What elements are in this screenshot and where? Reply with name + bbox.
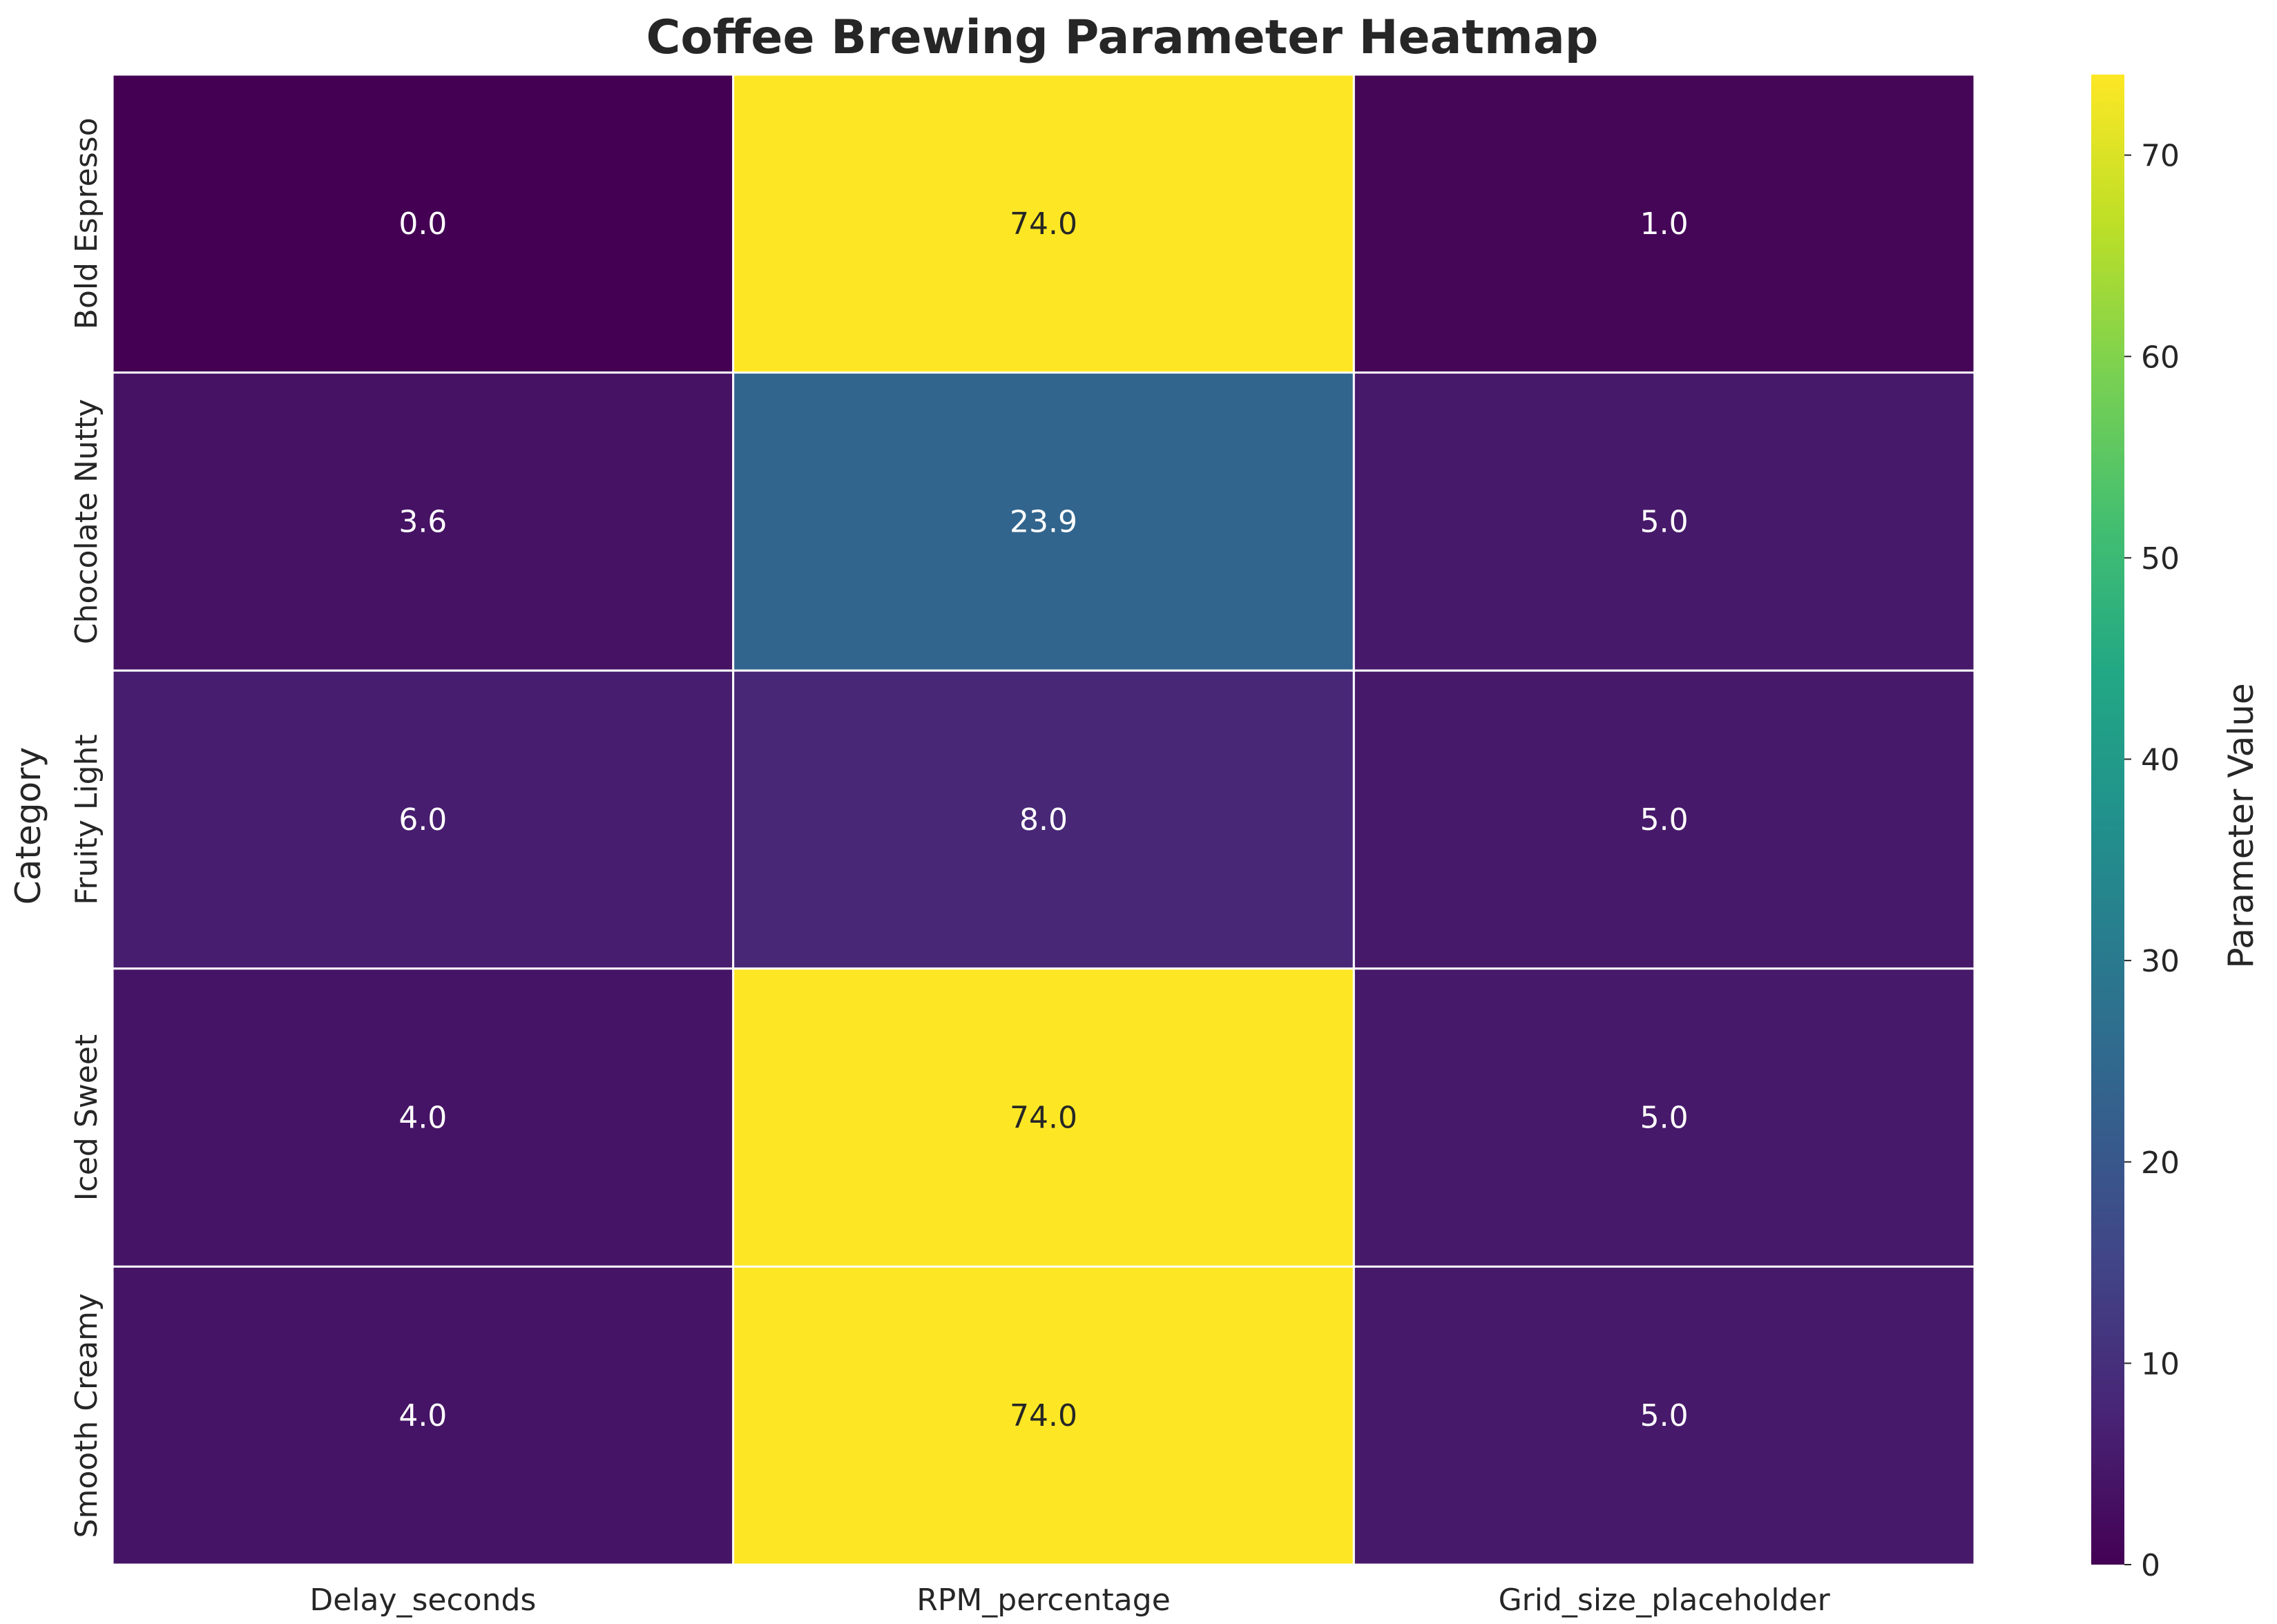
y-tick-label: Iced Sweet (69, 1034, 104, 1201)
heatmap-cell (111, 1265, 735, 1566)
colorbar-label: Parameter Value (2221, 683, 2261, 968)
chart-title: Coffee Brewing Parameter Heatmap (646, 10, 1599, 65)
heatmap-cell (1352, 371, 1976, 672)
colorbar-tick-label: 70 (2141, 139, 2180, 174)
colorbar: 0 10 20 30 40 50 60 70 (2091, 75, 2180, 1583)
heatmap-cell (1352, 73, 1976, 374)
y-axis-label: Category (8, 747, 48, 905)
x-tick-label: RPM_percentage (916, 1583, 1171, 1618)
y-tick-label: Fruity Light (69, 734, 104, 905)
x-axis-ticks: Delay_seconds RPM_percentage Grid_size_pla… (309, 1583, 1830, 1618)
heatmap-cell (732, 669, 1355, 970)
x-tick-label: Grid_size_placeholder (1499, 1583, 1831, 1618)
cell-value-label: 5.0 (1640, 802, 1689, 838)
colorbar-tick-label: 30 (2141, 944, 2180, 979)
x-tick-label: Delay_seconds (309, 1583, 536, 1618)
cell-value-label: 3.6 (398, 504, 447, 539)
cell-value-label: 5.0 (1640, 504, 1689, 539)
colorbar-tick-label: 40 (2141, 743, 2180, 778)
y-tick-label: Smooth Creamy (69, 1293, 104, 1538)
cell-value-label: 0.0 (398, 206, 447, 242)
colorbar-gradient (2091, 75, 2124, 1565)
heatmap-cell (1352, 1265, 1976, 1566)
cell-value-label: 8.0 (1019, 802, 1068, 838)
heatmap-cell (111, 73, 735, 374)
colorbar-tick-label: 20 (2141, 1146, 2180, 1181)
cell-value-label: 5.0 (1640, 1101, 1689, 1136)
colorbar-tick-label: 0 (2141, 1548, 2160, 1583)
heatmap-cell (111, 967, 735, 1268)
heatmap-cell (732, 371, 1355, 672)
cell-value-label: 4.0 (398, 1398, 447, 1433)
cell-value-label: 74.0 (1010, 1101, 1077, 1136)
cell-value-label: 4.0 (398, 1101, 447, 1136)
colorbar-tick-label: 10 (2141, 1346, 2180, 1382)
cell-value-label: 74.0 (1010, 1398, 1077, 1433)
cell-value-label: 74.0 (1010, 206, 1077, 242)
y-tick-label: Chocolate Nutty (69, 399, 104, 644)
cell-value-label: 1.0 (1640, 206, 1689, 242)
heatmap-cell (111, 669, 735, 970)
colorbar-tick-label: 60 (2141, 340, 2180, 375)
heatmap-cell (732, 1265, 1355, 1566)
heatmap-cell (1352, 967, 1976, 1268)
cell-value-label: 6.0 (398, 802, 447, 838)
heatmap-cells: 0.0 74.0 1.0 3.6 23.9 5.0 6.0 8.0 5.0 4.0 74.0 5.0 4… (111, 73, 1976, 1566)
cell-value-label: 23.9 (1010, 504, 1077, 539)
y-axis-ticks: Bold Espresso Chocolate Nutty Fruity Light… (69, 117, 104, 1538)
colorbar-tick-label: 50 (2141, 541, 2180, 577)
heatmap-cell (732, 73, 1355, 374)
cell-value-label: 5.0 (1640, 1398, 1689, 1433)
heatmap-cell (111, 371, 735, 672)
y-tick-label: Bold Espresso (69, 117, 104, 329)
